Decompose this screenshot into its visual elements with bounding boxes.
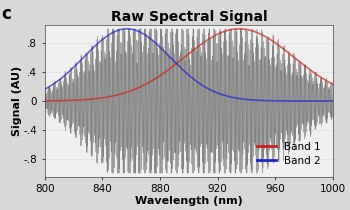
Text: c: c (2, 5, 12, 24)
Legend: Band 1, Band 2: Band 1, Band 2 (253, 138, 325, 170)
Title: Raw Spectral Signal: Raw Spectral Signal (111, 10, 267, 24)
X-axis label: Wavelength (nm): Wavelength (nm) (135, 196, 243, 206)
Y-axis label: Signal (AU): Signal (AU) (12, 66, 22, 136)
